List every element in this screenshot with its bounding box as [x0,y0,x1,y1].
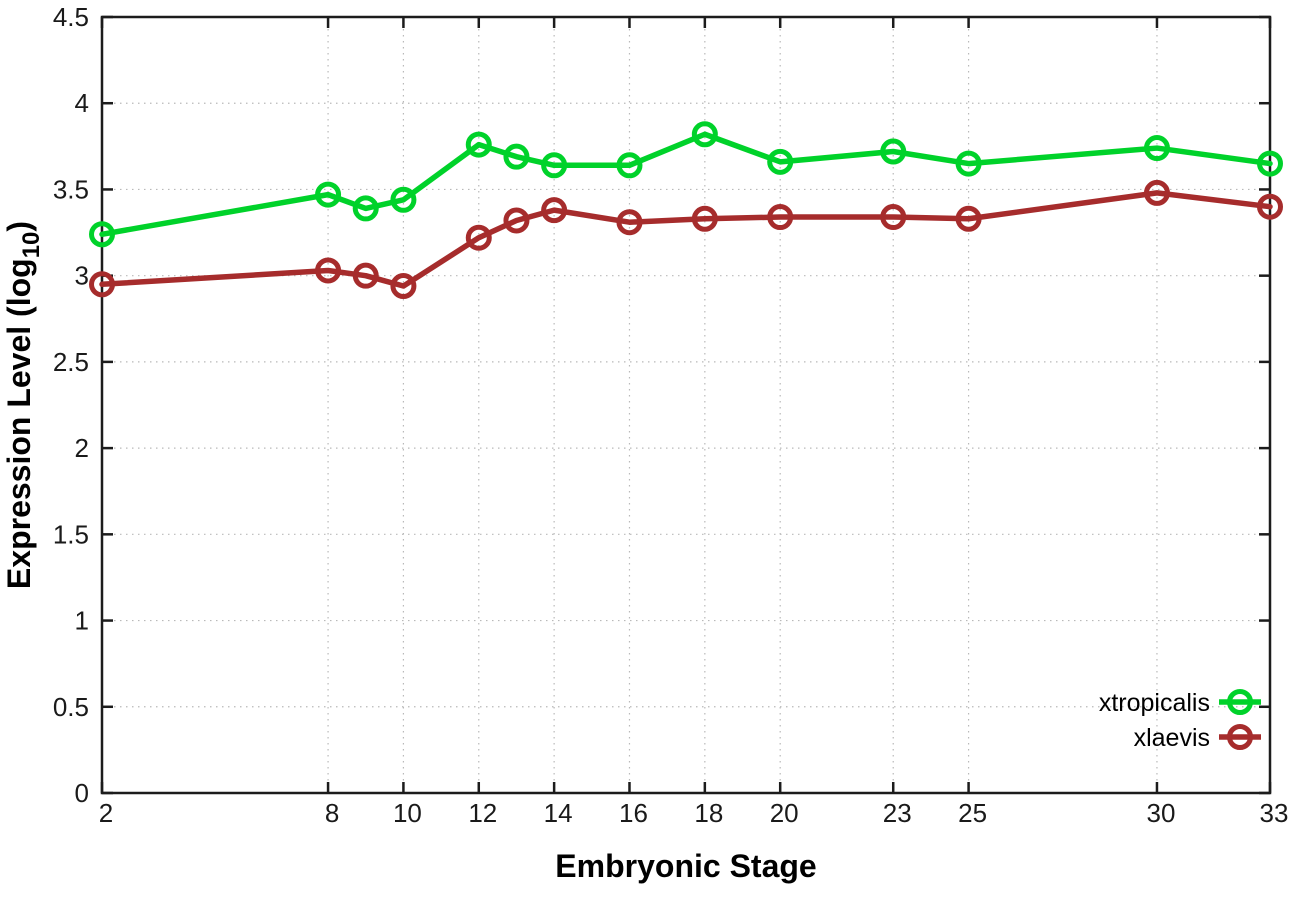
x-tick-label: 8 [325,798,339,828]
point-xtropicalis-stage-2 [89,221,115,248]
point-xtropicalis-stage-9 [352,195,379,222]
y-tick-label: 1.5 [53,519,89,549]
point-xtropicalis-stage-13 [503,143,530,170]
y-axis-title-main: Expression Level (log [1,258,37,589]
point-xlaevis-stage-13 [503,207,530,234]
y-axis-title-subscript: 10 [18,232,45,259]
point-xtropicalis-stage-14 [541,152,568,179]
x-tick-label: 14 [544,798,573,828]
point-xlaevis-stage-9 [352,262,379,289]
axis-layer: 2 8 10 12 14 16 18 20 23 25 30 33 0 0.5 1 1.5 2 2.5 3 3.5 4 4… [53,2,1289,828]
point-xlaevis-stage-10 [390,273,417,300]
x-tick-label: 30 [1147,798,1176,828]
x-tick-label: 10 [393,798,422,828]
legend-marker-xtropicalis [1227,689,1253,715]
point-xtropicalis-stage-16 [616,152,643,179]
x-axis-title: Embryonic Stage [555,848,816,884]
point-xlaevis-stage-12 [465,224,492,251]
point-xlaevis-stage-14 [541,197,568,224]
y-tick-label: 0.5 [53,692,89,722]
legend-label-xlaevis: xlaevis [1134,724,1210,752]
point-xtropicalis-stage-12 [465,131,492,158]
point-xtropicalis-stage-10 [390,186,417,213]
grid-layer [101,16,1271,794]
point-xtropicalis-stage-33 [1257,150,1283,177]
point-xlaevis-stage-20 [767,204,794,231]
y-tick-label: 3.5 [53,174,89,204]
x-tick-label: 16 [619,798,648,828]
y-tick-label: 4.5 [53,2,89,32]
x-tick-label: 12 [468,798,497,828]
y-tick-label: 1 [75,606,89,636]
point-xlaevis-stage-18 [691,205,718,232]
point-xlaevis-stage-16 [616,209,643,236]
legend-label-xtropicalis: xtropicalis [1099,689,1210,717]
x-tick-label: 18 [694,798,723,828]
y-tick-label: 3 [75,261,89,291]
x-tick-label: 33 [1260,798,1289,828]
y-axis-title-close: ) [1,221,37,232]
legend-marker-xlaevis [1227,724,1253,750]
y-tick-label: 2 [75,433,89,463]
point-xtropicalis-stage-30 [1143,135,1170,162]
legend-entry-xlaevis: xlaevis [1134,724,1261,752]
point-xlaevis-stage-33 [1257,193,1283,220]
point-xtropicalis-stage-8 [315,181,342,208]
point-xlaevis-stage-25 [955,205,982,232]
point-xtropicalis-stage-23 [880,138,907,165]
point-xlaevis-stage-23 [880,204,907,231]
y-tick-label: 0 [75,778,89,808]
point-xlaevis-stage-2 [89,271,115,298]
point-xlaevis-stage-30 [1143,179,1170,206]
point-xtropicalis-stage-20 [767,148,794,175]
y-tick-label: 2.5 [53,347,89,377]
point-xtropicalis-stage-25 [955,150,982,177]
x-tick-label: 2 [99,798,113,828]
plot-border [100,15,1272,795]
point-xtropicalis-stage-18 [691,121,718,148]
y-axis-title: Expression Level (log10) [1,221,45,589]
legend-entry-xtropicalis: xtropicalis [1099,689,1261,717]
x-tick-label: 25 [958,798,987,828]
series-layer [89,121,1283,300]
x-tick-label: 20 [770,798,799,828]
series-xlaevis-line [99,190,1273,289]
x-tick-label: 23 [883,798,912,828]
point-xlaevis-stage-8 [315,257,342,284]
y-tick-label: 4 [75,88,89,118]
legend-layer: xtropicalis xlaevis [1099,689,1261,752]
